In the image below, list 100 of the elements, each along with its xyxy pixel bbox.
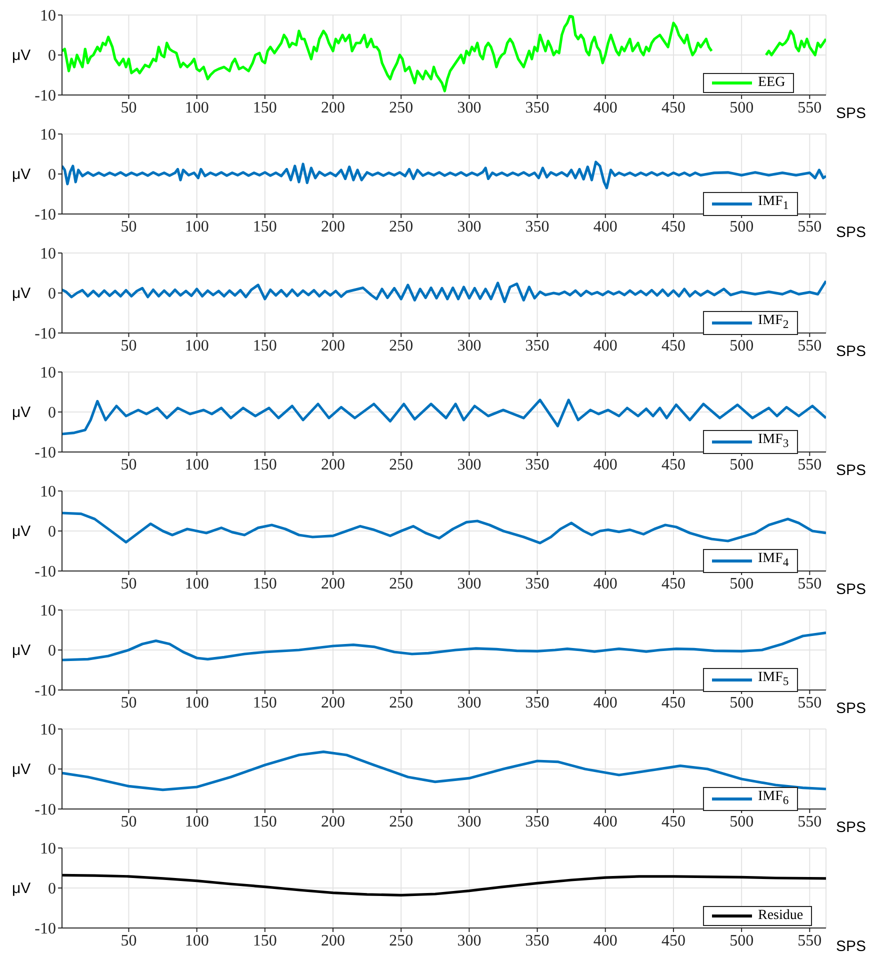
y-tick-label: 10 [40, 246, 56, 263]
line-series [62, 398, 826, 436]
x-tick-label: 150 [252, 575, 277, 592]
y-axis-title: μV [12, 880, 31, 897]
x-tick-label: 300 [457, 932, 482, 950]
x-tick-label: 250 [389, 575, 414, 592]
x-tick-label: 50 [120, 932, 137, 950]
x-tick-label: 450 [661, 932, 686, 950]
x-tick-label: 450 [661, 456, 686, 474]
x-tick-label: 300 [457, 218, 482, 236]
x-tick-label: 450 [661, 99, 686, 116]
y-tick-label: 10 [40, 484, 56, 501]
line-series [62, 750, 826, 792]
x-tick-label: 350 [525, 575, 550, 592]
x-tick-label: 150 [252, 218, 277, 236]
x-tick-label: 50 [120, 218, 137, 236]
x-tick-label: 550 [798, 813, 822, 830]
x-tick-label: 450 [661, 575, 686, 592]
y-axis-title: μV [12, 166, 31, 183]
x-tick-label: 150 [252, 456, 277, 474]
y-tick-label: 0 [48, 286, 56, 303]
x-tick-label: 50 [120, 575, 137, 592]
x-tick-label: 400 [593, 337, 618, 354]
x-tick-label: 100 [184, 456, 209, 474]
x-tick-label: 250 [389, 337, 414, 354]
x-tick-label: 500 [730, 99, 754, 116]
x-tick-label: 150 [252, 99, 277, 116]
y-tick-label: 10 [40, 602, 56, 620]
x-tick-label: 150 [252, 813, 277, 830]
x-tick-label: 100 [184, 575, 209, 592]
legend-label: IMF$_{5}$ [758, 669, 789, 690]
x-tick-label: 400 [593, 813, 618, 830]
x-tick-label: 400 [593, 932, 618, 950]
legend-label: Residue [758, 907, 804, 925]
x-tick-label: 250 [389, 813, 414, 830]
x-tick-label: 450 [661, 694, 686, 712]
x-tick-label: 300 [457, 694, 482, 712]
x-axis-title: SPS [836, 105, 866, 122]
x-tick-label: 450 [661, 218, 686, 236]
y-tick-label: 10 [40, 364, 56, 382]
x-tick-label: 300 [457, 575, 482, 592]
x-tick-label: 500 [730, 218, 754, 236]
x-tick-label: 350 [525, 813, 550, 830]
x-tick-label: 200 [321, 218, 346, 236]
x-tick-label: 200 [321, 575, 346, 592]
x-tick-label: 550 [798, 694, 822, 712]
y-tick-label: -10 [34, 444, 56, 462]
legend-label: IMF$_{2}$ [758, 312, 789, 333]
y-tick-label: 0 [48, 880, 56, 898]
x-tick-label: 100 [184, 218, 209, 236]
x-tick-label: 300 [457, 337, 482, 354]
y-tick-label: 0 [48, 48, 56, 65]
y-axis-title: μV [12, 523, 31, 540]
x-tick-label: 200 [321, 813, 346, 830]
legend-label: IMF$_{6}$ [758, 788, 789, 809]
x-tick-label: 400 [593, 575, 618, 592]
y-tick-label: -10 [34, 88, 56, 105]
x-tick-label: 200 [321, 99, 346, 116]
x-tick-label: 350 [525, 694, 550, 712]
x-tick-label: 300 [457, 456, 482, 474]
x-tick-label: 350 [525, 337, 550, 354]
x-tick-label: 250 [389, 99, 414, 116]
legend-label: IMF$_{3}$ [758, 431, 789, 452]
x-tick-label: 350 [525, 932, 550, 950]
x-tick-label: 200 [321, 932, 346, 950]
legend-label: IMF$_{4}$ [758, 550, 789, 571]
x-tick-label: 350 [525, 218, 550, 236]
x-tick-label: 50 [120, 337, 137, 354]
x-tick-label: 400 [593, 99, 618, 116]
line-series [62, 512, 826, 544]
x-tick-label: 100 [184, 99, 209, 116]
x-tick-label: 550 [798, 932, 822, 950]
x-tick-label: 200 [321, 337, 346, 354]
x-tick-label: 150 [252, 337, 277, 354]
line-series [62, 160, 826, 190]
x-tick-label: 550 [798, 337, 822, 354]
x-axis-title: SPS [836, 700, 866, 717]
y-axis-title: μV [12, 47, 31, 64]
y-axis-title: μV [12, 761, 31, 778]
legend-label: EEG [758, 74, 786, 92]
x-tick-label: 300 [457, 813, 482, 830]
y-tick-label: -10 [34, 326, 56, 343]
x-tick-label: 550 [798, 456, 822, 474]
x-tick-label: 50 [120, 694, 137, 712]
x-tick-label: 550 [798, 575, 822, 592]
y-axis-title: μV [12, 404, 31, 421]
x-tick-label: 500 [730, 337, 754, 354]
x-tick-label: 150 [252, 932, 277, 950]
x-tick-label: 150 [252, 694, 277, 712]
y-tick-label: 10 [40, 8, 56, 25]
x-tick-label: 300 [457, 99, 482, 116]
x-tick-label: 350 [525, 456, 550, 474]
x-tick-label: 50 [120, 813, 137, 830]
x-tick-label: 100 [184, 932, 209, 950]
line-series [62, 874, 826, 896]
y-tick-label: 0 [48, 166, 56, 184]
x-tick-label: 200 [321, 456, 346, 474]
x-tick-label: 450 [661, 337, 686, 354]
x-tick-label: 100 [184, 813, 209, 830]
y-tick-label: 0 [48, 762, 56, 779]
